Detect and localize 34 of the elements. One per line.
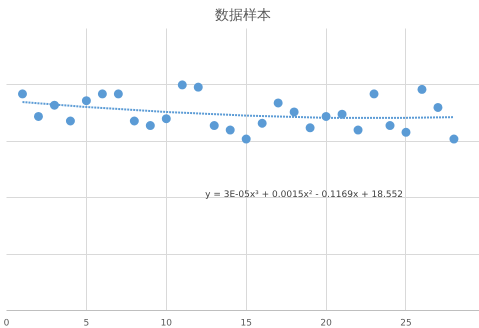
x-tick-label: 10 [160, 318, 172, 328]
point [146, 121, 155, 130]
point [178, 80, 187, 90]
point [194, 82, 203, 92]
x-tick-label: 15 [240, 318, 252, 328]
point [82, 96, 91, 106]
point [386, 121, 395, 130]
chart-title: 数据样本 [215, 8, 271, 24]
point [34, 112, 43, 121]
x-tick-label: 0 [4, 318, 10, 328]
point [338, 110, 347, 119]
annotation: y = 3E-05x³ + 0.0015x² - 0.1169x + 18.552 [205, 190, 404, 200]
point [370, 89, 379, 98]
x-tick-label: 5 [84, 318, 90, 328]
point [114, 89, 123, 98]
point [290, 107, 299, 116]
point [66, 116, 75, 126]
point [162, 114, 171, 124]
point [130, 116, 139, 126]
point [417, 84, 426, 94]
point [354, 126, 363, 135]
point [18, 89, 27, 98]
point [226, 126, 235, 135]
x-tick-label: 20 [320, 318, 332, 328]
point [210, 121, 219, 130]
point [306, 123, 315, 132]
point [401, 128, 410, 137]
point [258, 118, 267, 128]
point [449, 134, 458, 144]
x-tick-label: 25 [400, 318, 412, 328]
point [242, 134, 251, 144]
point [98, 89, 107, 98]
point [274, 98, 283, 108]
point [433, 102, 442, 112]
